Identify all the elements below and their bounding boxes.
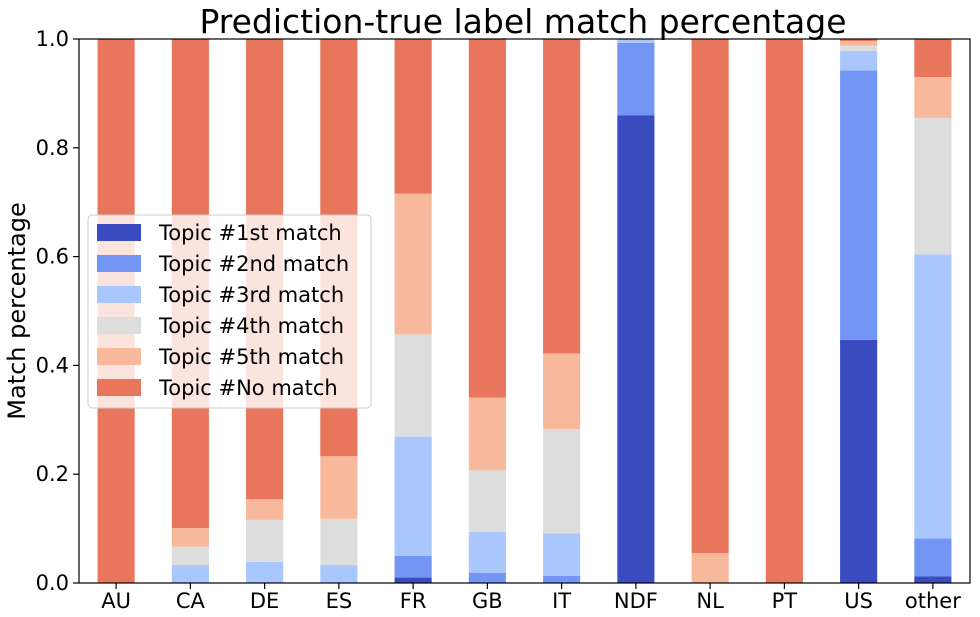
legend-swatch-5 bbox=[97, 348, 141, 365]
bar-segment-gb-series-5 bbox=[468, 397, 506, 471]
bar-segment-ndf-series-2 bbox=[617, 42, 655, 116]
legend-label-1: Topic #1st match bbox=[158, 221, 342, 245]
bar-segment-us-series-4 bbox=[840, 45, 878, 51]
bar-segment-de-series-5 bbox=[246, 499, 284, 520]
legend-swatch-3 bbox=[97, 286, 141, 303]
x-tick-label-gb: GB bbox=[472, 589, 503, 613]
bar-segment-gb-series-6 bbox=[468, 39, 506, 398]
x-tick-label-other: other bbox=[905, 589, 961, 613]
bar-segment-it-series-5 bbox=[543, 353, 581, 430]
y-tick-label: 0.4 bbox=[36, 353, 69, 377]
x-tick-label-nl: NL bbox=[696, 589, 724, 613]
bar-segment-pt-series-6 bbox=[765, 39, 803, 583]
bar-segment-es-series-3 bbox=[320, 565, 358, 583]
bar-segment-us-series-6 bbox=[840, 39, 878, 42]
bar-segment-es-series-4 bbox=[320, 518, 358, 566]
chart-title: Prediction-true label match percentage bbox=[199, 2, 846, 41]
x-tick-label-us: US bbox=[844, 589, 873, 613]
x-tick-label-es: ES bbox=[326, 589, 353, 613]
y-tick-label: 0.2 bbox=[36, 462, 69, 486]
legend-swatch-2 bbox=[97, 255, 141, 272]
bar-segment-other-series-6 bbox=[914, 39, 952, 78]
bar-segment-de-series-4 bbox=[246, 519, 284, 562]
legend-label-2: Topic #2nd match bbox=[158, 252, 349, 276]
legend-swatch-6 bbox=[97, 379, 141, 396]
bar-segment-de-series-3 bbox=[246, 561, 284, 583]
bar-segment-fr-series-1 bbox=[394, 577, 432, 583]
legend-label-5: Topic #5th match bbox=[158, 345, 344, 369]
bar-segment-gb-series-4 bbox=[468, 470, 506, 532]
legend-swatch-1 bbox=[97, 224, 141, 241]
bar-segment-gb-series-2 bbox=[468, 572, 506, 583]
plot-frame bbox=[78, 38, 971, 584]
bar-segment-fr-series-2 bbox=[394, 555, 432, 578]
bar-segment-it-series-3 bbox=[543, 533, 581, 576]
x-tick-label-ndf: NDF bbox=[614, 589, 658, 613]
axes-group: 0.0 0.2 0.4 0.6 0.8 1.0 AU CA DE ES FR GB IT NDF NL PT U… bbox=[36, 27, 971, 613]
legend-label-3: Topic #3rd match bbox=[158, 283, 344, 307]
bar-segment-ndf-series-3 bbox=[617, 39, 655, 43]
x-tick-label-pt: PT bbox=[772, 589, 798, 613]
bar-segment-other-series-2 bbox=[914, 538, 952, 577]
y-tick-label: 0.8 bbox=[36, 136, 69, 160]
legend-label-4: Topic #4th match bbox=[158, 314, 344, 338]
bar-segment-ca-series-3 bbox=[171, 565, 209, 583]
x-tick-label-ca: CA bbox=[176, 589, 206, 613]
bar-segment-ndf-series-1 bbox=[617, 115, 655, 583]
bar-segment-gb-series-3 bbox=[468, 531, 506, 573]
bar-segment-other-series-5 bbox=[914, 77, 952, 118]
legend-swatch-4 bbox=[97, 317, 141, 334]
x-tick-label-fr: FR bbox=[400, 589, 427, 613]
bar-segment-us-series-5 bbox=[840, 41, 878, 46]
bar-segment-us-series-3 bbox=[840, 50, 878, 71]
bar-segment-us-series-1 bbox=[840, 339, 878, 583]
legend-box bbox=[87, 214, 372, 409]
bar-segment-fr-series-4 bbox=[394, 334, 432, 437]
bar-segment-ca-series-5 bbox=[171, 528, 209, 547]
bar-segment-nl-series-5 bbox=[691, 553, 729, 583]
legend: Topic #1st match Topic #2nd match Topic #3… bbox=[87, 214, 372, 409]
bar-segment-it-series-4 bbox=[543, 429, 581, 534]
bar-segment-other-series-4 bbox=[914, 117, 952, 255]
bar-segment-other-series-1 bbox=[914, 576, 952, 583]
bar-segment-fr-series-6 bbox=[394, 39, 432, 194]
bar-segment-it-series-6 bbox=[543, 39, 581, 354]
bar-segment-fr-series-5 bbox=[394, 193, 432, 335]
y-tick-label: 0.6 bbox=[36, 245, 69, 269]
bar-segment-fr-series-3 bbox=[394, 436, 432, 556]
legend-label-6: Topic #No match bbox=[158, 376, 338, 400]
y-axis-label: Match percentage bbox=[3, 202, 31, 420]
x-tick-label-it: IT bbox=[552, 589, 571, 613]
bar-segment-it-series-2 bbox=[543, 575, 581, 583]
bar-segment-us-series-2 bbox=[840, 70, 878, 340]
bar-segment-nl-series-6 bbox=[691, 39, 729, 554]
bar-segment-ca-series-4 bbox=[171, 546, 209, 566]
y-tick-label: 0.0 bbox=[36, 571, 69, 595]
x-tick-label-de: DE bbox=[250, 589, 279, 613]
bar-segment-other-series-3 bbox=[914, 254, 952, 539]
y-tick-label: 1.0 bbox=[36, 27, 69, 51]
bar-segment-es-series-5 bbox=[320, 456, 358, 519]
x-tick-label-au: AU bbox=[101, 589, 131, 613]
